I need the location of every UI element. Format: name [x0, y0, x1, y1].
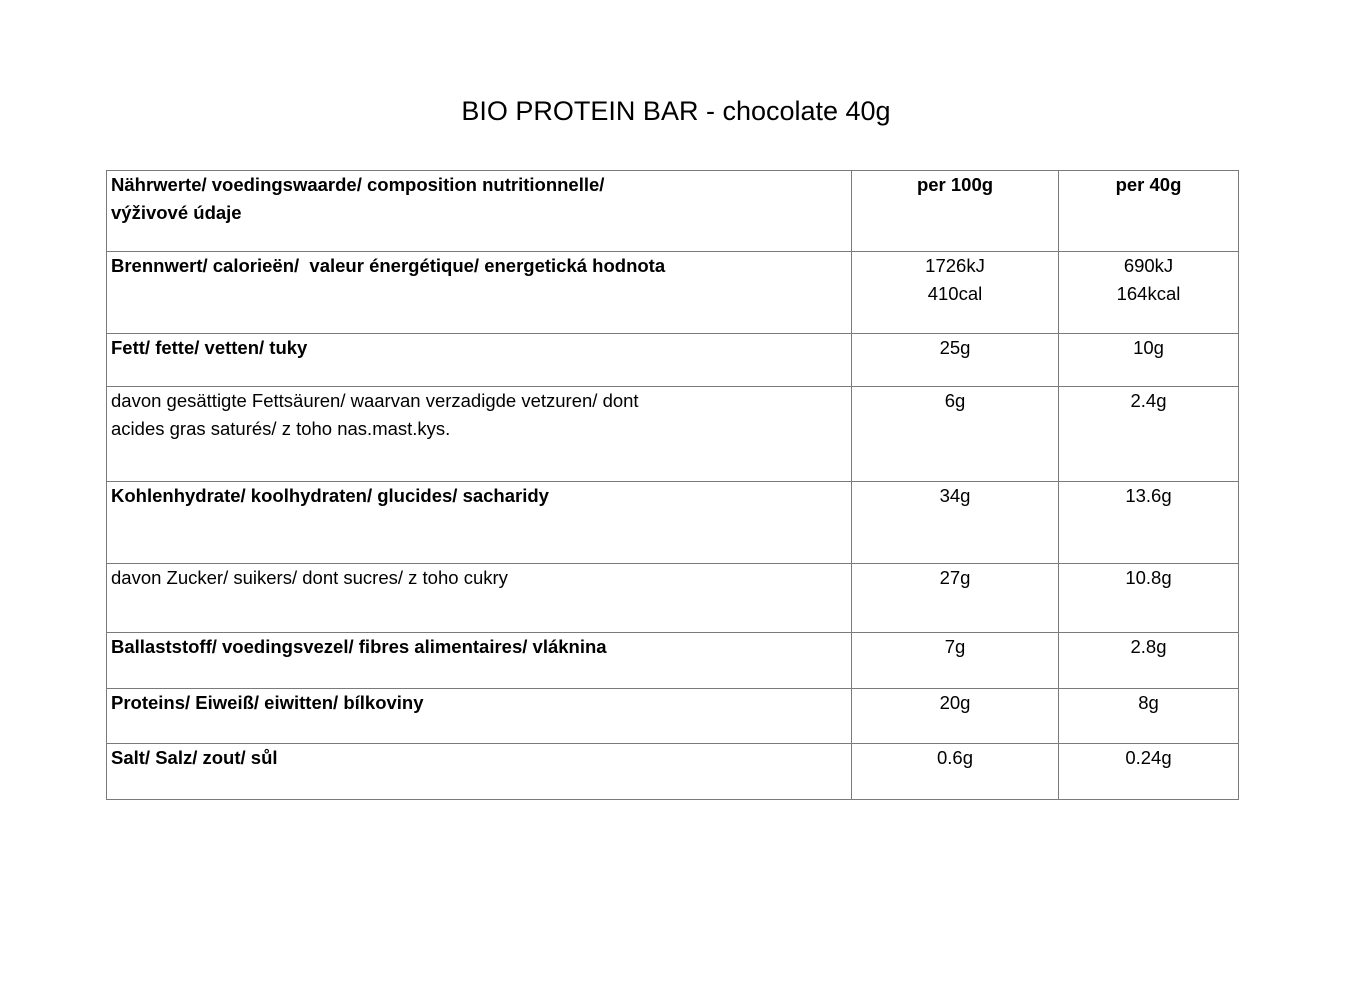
value-per-40g: 690kJ 164kcal [1058, 251, 1239, 334]
value-per-40g: 2.8g [1058, 632, 1239, 689]
value-per-40g: 0.24g [1058, 743, 1239, 800]
value-per-100g: 0.6g [851, 743, 1059, 800]
value-per-40g: 8g [1058, 688, 1239, 744]
value-per-40g: 10.8g [1058, 563, 1239, 633]
value-per-100g: 27g [851, 563, 1059, 633]
nutrient-label: Salt/ Salz/ zout/ sůl [106, 743, 852, 800]
nutrition-table: Nährwerte/ voedingswaarde/ composition n… [106, 170, 1239, 800]
value-per-100g: 34g [851, 481, 1059, 564]
table-row-energy: Brennwert/ calorieën/ valeur énergétique… [106, 251, 1239, 334]
value-per-100g: 20g [851, 688, 1059, 744]
table-row-fat: Fett/ fette/ vetten/ tuky 25g 10g [106, 333, 1239, 387]
header-per-100g: per 100g [851, 170, 1059, 252]
nutrient-label: davon gesättigte Fettsäuren/ waarvan ver… [106, 386, 852, 482]
nutrient-label: davon Zucker/ suikers/ dont sucres/ z to… [106, 563, 852, 633]
header-nutrients-label: Nährwerte/ voedingswaarde/ composition n… [106, 170, 852, 252]
table-row-carbohydrates: Kohlenhydrate/ koolhydraten/ glucides/ s… [106, 481, 1239, 564]
nutrient-label: Brennwert/ calorieën/ valeur énergétique… [106, 251, 852, 334]
value-per-100g: 7g [851, 632, 1059, 689]
value-per-40g: 13.6g [1058, 481, 1239, 564]
table-row-sugars: davon Zucker/ suikers/ dont sucres/ z to… [106, 563, 1239, 633]
value-per-100g: 25g [851, 333, 1059, 387]
value-per-100g: 1726kJ 410cal [851, 251, 1059, 334]
value-per-100g: 6g [851, 386, 1059, 482]
nutrient-label: Fett/ fette/ vetten/ tuky [106, 333, 852, 387]
table-header-row: Nährwerte/ voedingswaarde/ composition n… [106, 170, 1239, 252]
table-row-saturated-fat: davon gesättigte Fettsäuren/ waarvan ver… [106, 386, 1239, 482]
nutrient-label: Kohlenhydrate/ koolhydraten/ glucides/ s… [106, 481, 852, 564]
value-per-40g: 10g [1058, 333, 1239, 387]
nutrient-label: Ballaststoff/ voedingsvezel/ fibres alim… [106, 632, 852, 689]
table-row-protein: Proteins/ Eiweiß/ eiwitten/ bílkoviny 20… [106, 688, 1239, 744]
table-row-salt: Salt/ Salz/ zout/ sůl 0.6g 0.24g [106, 743, 1239, 800]
header-per-40g: per 40g [1058, 170, 1239, 252]
nutrient-label: Proteins/ Eiweiß/ eiwitten/ bílkoviny [106, 688, 852, 744]
value-per-40g: 2.4g [1058, 386, 1239, 482]
table-row-fibre: Ballaststoff/ voedingsvezel/ fibres alim… [106, 632, 1239, 689]
page-title: BIO PROTEIN BAR - chocolate 40g [461, 96, 891, 126]
